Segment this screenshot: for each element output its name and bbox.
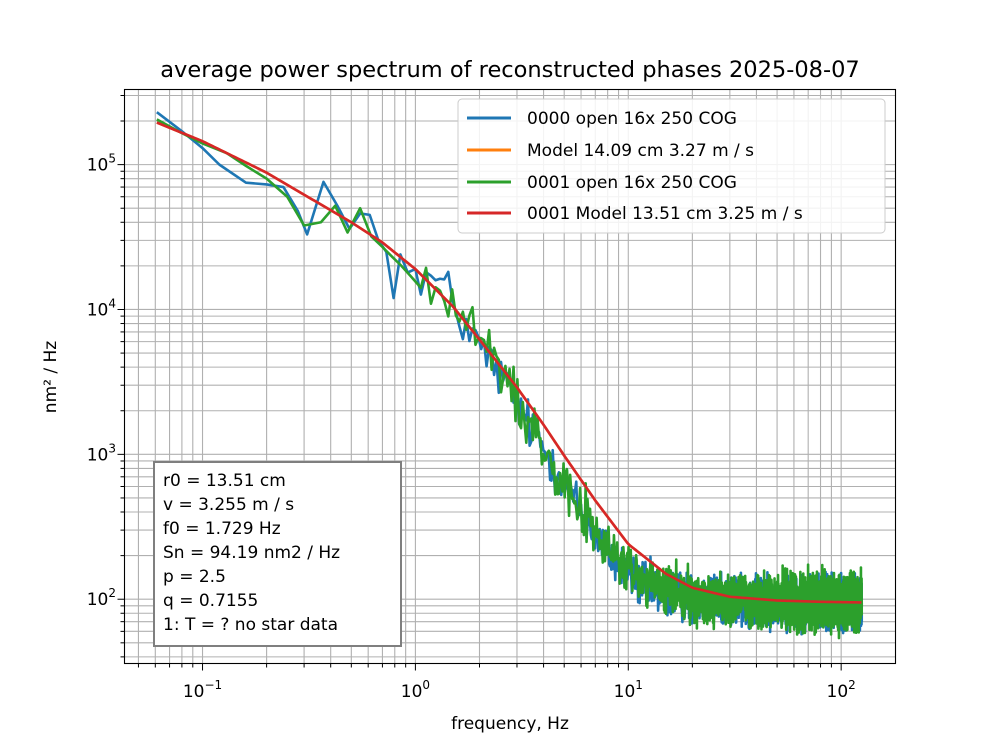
info-line-v: v = 3.255 m / s bbox=[163, 495, 294, 515]
plot-frame bbox=[123, 88, 897, 665]
info-line-q: q = 0.7155 bbox=[163, 591, 258, 611]
info-line-t: 1: T = ? no star data bbox=[163, 615, 338, 635]
info-line-f0: f0 = 1.729 Hz bbox=[163, 519, 281, 539]
info-line-p: p = 2.5 bbox=[163, 567, 226, 587]
y-tick-label: 102 bbox=[87, 586, 116, 610]
y-tick-label: 104 bbox=[87, 296, 116, 320]
legend: 0000 open 16x 250 COG Model 14.09 cm 3.2… bbox=[457, 98, 886, 234]
y-axis-label: nm² / Hz bbox=[41, 341, 61, 413]
x-tick-label: 102 bbox=[827, 678, 856, 702]
y-tick-labels: 102 103 104 105 bbox=[87, 152, 116, 611]
legend-label-0001-open: 0001 open 16x 250 COG bbox=[527, 173, 737, 193]
x-tick-label: 101 bbox=[614, 678, 643, 702]
y-tick-label: 105 bbox=[87, 152, 116, 176]
x-tick-label: 10−1 bbox=[183, 678, 222, 702]
info-line-sn: Sn = 94.19 nm2 / Hz bbox=[163, 543, 340, 563]
legend-label-model-1409: Model 14.09 cm 3.27 m / s bbox=[527, 141, 754, 161]
legend-label-0001-model: 0001 Model 13.51 cm 3.25 m / s bbox=[527, 204, 803, 224]
chart-title: average power spectrum of reconstructed … bbox=[160, 57, 859, 83]
legend-label-0000-open: 0000 open 16x 250 COG bbox=[527, 109, 737, 129]
legend-box bbox=[457, 98, 886, 234]
info-box-frame bbox=[153, 461, 402, 647]
series-lines bbox=[156, 111, 864, 640]
y-tick-label: 103 bbox=[87, 441, 116, 465]
x-axis-label: frequency, Hz bbox=[451, 714, 569, 734]
x-tick-label: 100 bbox=[401, 678, 430, 702]
info-box: r0 = 13.51 cm v = 3.255 m / s f0 = 1.729… bbox=[153, 461, 402, 647]
x-tick-labels: 10−1 100 101 102 bbox=[183, 678, 856, 702]
axis-ticks bbox=[117, 94, 842, 671]
series-line-0001-model bbox=[156, 121, 862, 604]
info-line-r0: r0 = 13.51 cm bbox=[163, 471, 286, 491]
